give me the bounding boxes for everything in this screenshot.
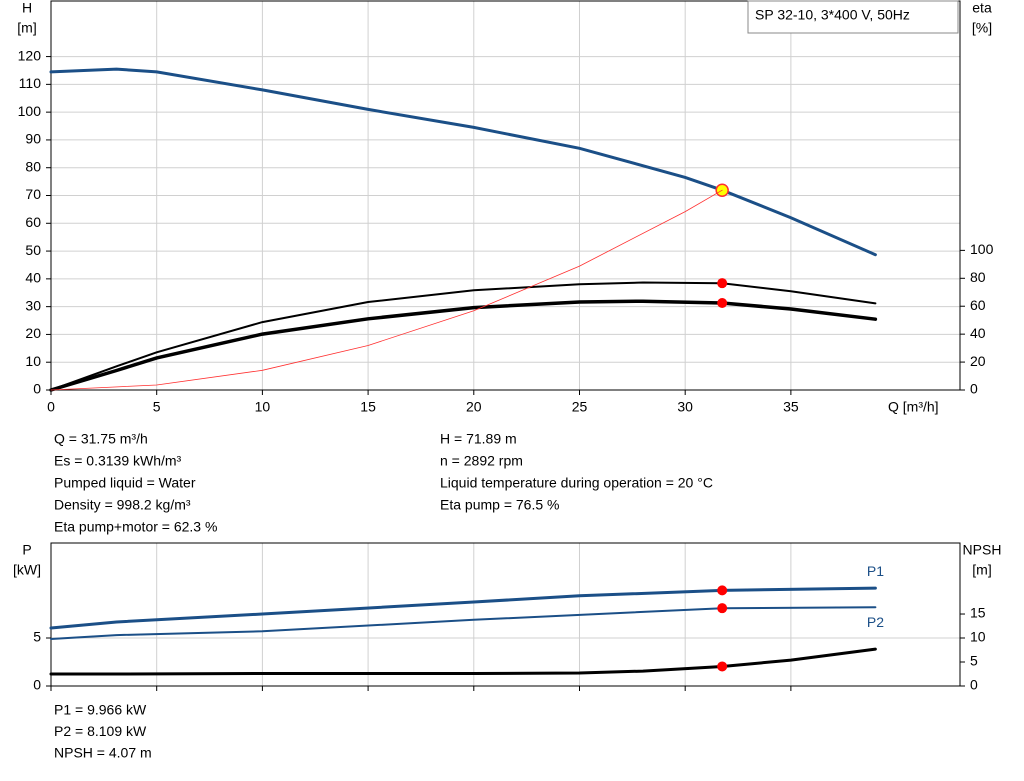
x-tick-label: 25 [572,399,588,415]
curve [50,189,723,391]
info-text: NPSH = 4.07 m [54,745,152,761]
info-text: Q = 31.75 m³/h [54,431,148,447]
operating-point [717,661,728,672]
y2-tick-label: 0 [970,677,978,693]
y2-tick-label: 20 [970,353,986,369]
y-tick-label: 0 [33,381,41,397]
info-text: Liquid temperature during operation = 20… [440,475,713,491]
legend-box [747,0,959,34]
y-tick-label: 20 [25,325,41,341]
y-tick-label: 0 [33,677,41,693]
plot-frame [50,542,961,687]
y-tick-label: 120 [18,47,42,63]
y-axis-unit: [m] [17,20,36,36]
y2-tick-label: 10 [970,629,986,645]
info-text: Eta pump = 76.5 % [440,497,559,513]
y-tick-label: 90 [25,131,41,147]
operating-point [717,298,728,309]
series-label: P1 [867,563,884,579]
y2-tick-label: 80 [970,269,986,285]
x-tick-label: 5 [153,399,161,415]
curve [49,299,878,392]
info-text: P2 = 8.109 kW [54,723,147,739]
y-tick-label: 30 [25,297,41,313]
info-text: Es = 0.3139 kWh/m³ [54,453,182,469]
y2-axis-unit: [%] [972,20,992,36]
y-tick-label: 5 [33,629,41,645]
y2-axis-label: eta [972,0,992,16]
y2-tick-label: 0 [970,381,978,397]
y-axis-label: P [22,542,31,558]
plot-frame [50,0,961,391]
y-tick-label: 10 [25,353,41,369]
y-tick-label: 100 [18,103,42,119]
curve [50,281,877,391]
y2-tick-label: 60 [970,297,986,313]
y-axis-label: H [22,0,32,16]
x-tick-label: 35 [783,399,799,415]
curve [50,606,877,640]
info-text: P1 = 9.966 kW [54,702,147,718]
y2-tick-label: 5 [970,653,978,669]
legend-text: SP 32-10, 3*400 V, 50Hz [755,7,910,23]
x-axis-label: Q [m³/h] [888,399,939,415]
y2-tick-label: 100 [970,241,994,257]
curve [49,647,877,676]
info-text: H = 71.89 m [440,431,517,447]
x-tick-label: 20 [466,399,482,415]
operating-point [717,278,728,289]
x-tick-label: 15 [360,399,376,415]
x-tick-label: 30 [677,399,693,415]
y-tick-label: 80 [25,158,41,174]
series-label: P2 [867,614,884,630]
info-text: Pumped liquid = Water [54,475,196,491]
operating-point [717,585,728,596]
info-text: n = 2892 rpm [440,453,523,469]
x-tick-label: 0 [47,399,55,415]
y-tick-label: 110 [19,75,42,91]
info-text: Eta pump+motor = 62.3 % [54,519,217,535]
curve [49,67,877,257]
y2-tick-label: 40 [970,325,986,341]
y-tick-label: 70 [25,186,41,202]
y2-tick-label: 15 [970,605,986,621]
x-tick-label: 10 [255,399,271,415]
operating-point [717,603,728,614]
y-tick-label: 40 [25,270,41,286]
y-tick-label: 60 [25,214,41,230]
y-axis-unit: [kW] [13,562,41,578]
info-text: Density = 998.2 kg/m³ [54,497,191,513]
y2-axis-label: NPSH [963,542,1002,558]
y-tick-label: 50 [25,242,41,258]
y2-axis-unit: [m] [972,562,991,578]
